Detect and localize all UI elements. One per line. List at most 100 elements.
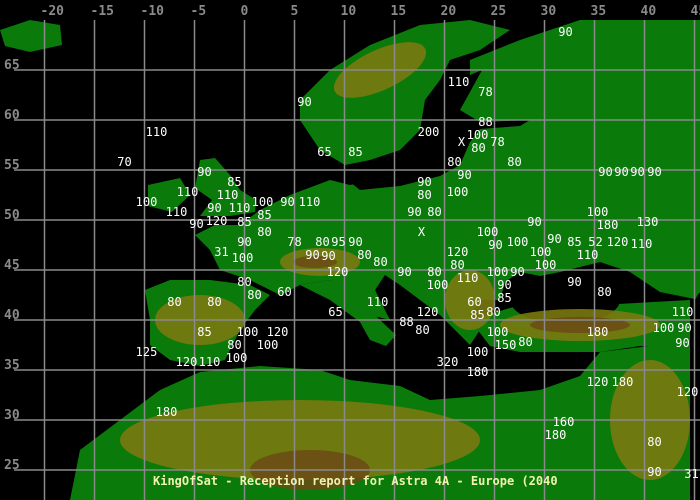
dish-size-label: 90 — [630, 165, 645, 179]
dish-size-label: 120 — [175, 355, 198, 369]
dish-size-label: 110 — [165, 205, 188, 219]
dish-size-label: 110 — [298, 195, 321, 209]
dish-size-label: X — [457, 135, 466, 149]
longitude-tick-label: 45 — [690, 4, 700, 19]
dish-size-label: 90 — [197, 165, 212, 179]
dish-size-label: 90 — [237, 235, 252, 249]
dish-size-label: 100 — [652, 321, 675, 335]
dish-size-label: 90 — [567, 275, 582, 289]
dish-size-label: 90 — [488, 238, 503, 252]
dish-size-label: 85 — [237, 215, 252, 229]
longitude-tick-label: 20 — [440, 4, 457, 19]
dish-size-label: 80 — [247, 288, 262, 302]
longitude-tick-label: 15 — [390, 4, 407, 19]
dish-size-label: 90 — [321, 249, 336, 263]
dish-size-label: 100 — [256, 338, 279, 352]
dish-size-label: 80 — [427, 205, 442, 219]
dish-size-label: 100 — [251, 195, 274, 209]
dish-size-label: 90 — [677, 321, 692, 335]
dish-size-label: 80 — [207, 295, 222, 309]
dish-size-label: 100 — [586, 205, 609, 219]
dish-size-label: 120 — [586, 375, 609, 389]
dish-size-label: 120 — [205, 214, 228, 228]
dish-size-label: 80 — [227, 338, 242, 352]
map-title: KingOfSat - Reception report for Astra 4… — [153, 474, 558, 488]
dish-size-label: 85 — [197, 325, 212, 339]
longitude-tick-label: 40 — [640, 4, 657, 19]
dish-size-label: 65 — [328, 305, 343, 319]
dish-size-label: 65 — [317, 145, 332, 159]
dish-size-label: 31 — [684, 467, 699, 481]
dish-size-label: 160 — [552, 415, 575, 429]
longitude-tick-label: -15 — [90, 4, 114, 19]
dish-size-label: 90 — [348, 235, 363, 249]
dish-size-label: 85 — [497, 291, 512, 305]
dish-size-label: 85 — [257, 208, 272, 222]
dish-size-label: 110 — [366, 295, 389, 309]
latitude-tick-label: 30 — [4, 408, 20, 423]
dish-size-label: 88 — [399, 315, 414, 329]
dish-size-label: 110 — [228, 201, 251, 215]
dish-size-label: 120 — [416, 305, 439, 319]
longitude-tick-label: 10 — [340, 4, 357, 19]
dish-size-label: 120 — [676, 385, 699, 399]
dish-size-label: 85 — [567, 235, 582, 249]
dish-size-label: 80 — [237, 275, 252, 289]
longitude-tick-label: -5 — [190, 4, 207, 19]
dish-size-label: 80 — [357, 248, 372, 262]
dish-size-label: 100 — [506, 235, 529, 249]
latitude-tick-label: 40 — [4, 308, 20, 323]
dish-size-label: 180 — [544, 428, 567, 442]
iceland — [0, 20, 62, 52]
dish-size-label: 90 — [497, 278, 512, 292]
dish-size-label: 130 — [636, 215, 659, 229]
dish-size-label: 110 — [447, 75, 470, 89]
dish-size-label: 120 — [446, 245, 469, 259]
dish-size-label: 180 — [596, 218, 619, 232]
dish-size-label: 80 — [447, 155, 462, 169]
longitude-tick-label: 35 — [590, 4, 607, 19]
dish-size-label: 90 — [547, 232, 562, 246]
dish-size-label: 90 — [297, 95, 312, 109]
dish-size-label: 100 — [135, 195, 158, 209]
dish-size-label: 31 — [214, 245, 229, 259]
dish-size-label: 100 — [466, 128, 489, 142]
dish-size-label: 100 — [446, 185, 469, 199]
scandinavia — [300, 20, 510, 165]
graticule — [14, 20, 700, 500]
latitude-tick-label: 60 — [4, 108, 20, 123]
ireland — [148, 178, 190, 212]
dish-size-label: 110 — [576, 248, 599, 262]
dish-size-label: 110 — [671, 305, 694, 319]
dish-size-label: 80 — [597, 285, 612, 299]
longitude-tick-label: -20 — [40, 4, 64, 19]
dish-size-label: 90 — [305, 248, 320, 262]
dish-size-label: 85 — [348, 145, 363, 159]
dish-size-label: 180 — [611, 375, 634, 389]
dish-size-label: 110 — [456, 271, 479, 285]
dish-size-label: 80 — [486, 305, 501, 319]
dish-size-label: 60 — [277, 285, 292, 299]
dish-size-label: 100 — [426, 278, 449, 292]
baltic-sea — [350, 70, 530, 190]
dish-size-label: 90 — [527, 215, 542, 229]
latitude-tick-label: 55 — [4, 158, 20, 173]
dish-size-label: 120 — [326, 265, 349, 279]
dish-size-label: 100 — [225, 351, 248, 365]
dish-size-label: 85 — [470, 308, 485, 322]
dish-size-label: X — [417, 225, 426, 239]
dish-size-label: 150 — [494, 338, 517, 352]
dish-size-label: 100 — [486, 265, 509, 279]
dish-size-label: 95 — [331, 235, 346, 249]
dish-size-label: 78 — [478, 85, 493, 99]
italy — [300, 280, 396, 346]
dish-size-label: 100 — [466, 345, 489, 359]
dish-size-label: 80 — [167, 295, 182, 309]
dish-size-label: 80 — [507, 155, 522, 169]
latitude-tick-label: 50 — [4, 208, 20, 223]
dish-size-label: 90 — [189, 217, 204, 231]
longitude-tick-label: 30 — [540, 4, 557, 19]
dish-size-label: 80 — [415, 323, 430, 337]
